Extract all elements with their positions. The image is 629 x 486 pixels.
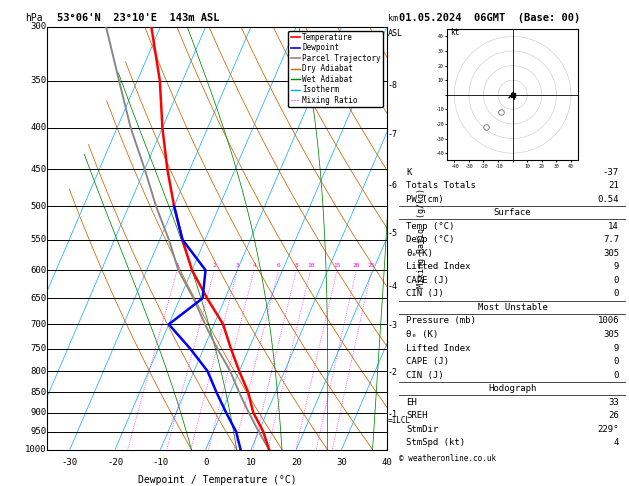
Text: 10: 10 — [307, 263, 314, 268]
Text: -10: -10 — [152, 458, 169, 467]
Text: K: K — [406, 168, 411, 176]
Text: 01.05.2024  06GMT  (Base: 00): 01.05.2024 06GMT (Base: 00) — [399, 13, 581, 23]
Text: 750: 750 — [31, 344, 47, 353]
Legend: Temperature, Dewpoint, Parcel Trajectory, Dry Adiabat, Wet Adiabat, Isotherm, Mi: Temperature, Dewpoint, Parcel Trajectory… — [288, 31, 383, 107]
Text: Mixing Ratio  (g/kg): Mixing Ratio (g/kg) — [417, 188, 426, 288]
Text: StmDir: StmDir — [406, 425, 438, 434]
Text: -4: -4 — [387, 282, 398, 291]
Text: Totals Totals: Totals Totals — [406, 181, 476, 190]
Text: 21: 21 — [608, 181, 619, 190]
Text: 14: 14 — [608, 222, 619, 231]
Text: -6: -6 — [387, 181, 398, 191]
Text: 33: 33 — [608, 398, 619, 407]
Text: Temp (°C): Temp (°C) — [406, 222, 455, 231]
Text: 305: 305 — [603, 249, 619, 258]
Text: EH: EH — [406, 398, 417, 407]
Text: 300: 300 — [31, 22, 47, 31]
Text: 4: 4 — [614, 438, 619, 447]
Text: 400: 400 — [31, 123, 47, 132]
Text: CAPE (J): CAPE (J) — [406, 276, 449, 285]
Text: 900: 900 — [31, 408, 47, 417]
Text: 25: 25 — [368, 263, 376, 268]
Text: -3: -3 — [387, 321, 398, 330]
Text: -37: -37 — [603, 168, 619, 176]
Text: θₑ (K): θₑ (K) — [406, 330, 438, 339]
Text: 9: 9 — [614, 344, 619, 352]
Text: 8: 8 — [294, 263, 298, 268]
Text: Most Unstable: Most Unstable — [477, 303, 548, 312]
Text: 600: 600 — [31, 266, 47, 275]
Text: Hodograph: Hodograph — [489, 384, 537, 393]
Text: 20: 20 — [353, 263, 360, 268]
Text: 15: 15 — [333, 263, 341, 268]
Text: -1: -1 — [387, 410, 398, 418]
Text: 950: 950 — [31, 427, 47, 436]
Text: kt: kt — [450, 28, 459, 37]
Text: CAPE (J): CAPE (J) — [406, 357, 449, 366]
Text: Dewpoint / Temperature (°C): Dewpoint / Temperature (°C) — [138, 475, 296, 485]
Text: 850: 850 — [31, 388, 47, 397]
Text: © weatheronline.co.uk: © weatheronline.co.uk — [399, 454, 496, 464]
Text: 20: 20 — [291, 458, 302, 467]
Text: 1: 1 — [175, 263, 179, 268]
Text: 1000: 1000 — [25, 445, 47, 454]
Text: 2: 2 — [213, 263, 216, 268]
Text: 4: 4 — [252, 263, 256, 268]
Text: 305: 305 — [603, 330, 619, 339]
Text: 30: 30 — [336, 458, 347, 467]
Text: 450: 450 — [31, 165, 47, 174]
Text: Dewp (°C): Dewp (°C) — [406, 235, 455, 244]
Text: PW (cm): PW (cm) — [406, 194, 444, 204]
Text: 350: 350 — [31, 76, 47, 86]
Text: 800: 800 — [31, 366, 47, 376]
Text: 10: 10 — [245, 458, 257, 467]
Text: hPa: hPa — [25, 13, 42, 22]
Text: 1006: 1006 — [598, 316, 619, 326]
Text: 550: 550 — [31, 235, 47, 244]
Text: -2: -2 — [387, 367, 398, 377]
Text: -20: -20 — [107, 458, 123, 467]
Text: -8: -8 — [387, 81, 398, 90]
Text: 650: 650 — [31, 294, 47, 303]
Text: Pressure (mb): Pressure (mb) — [406, 316, 476, 326]
Text: Lifted Index: Lifted Index — [406, 262, 470, 271]
Text: 3: 3 — [235, 263, 239, 268]
Text: 9: 9 — [614, 262, 619, 271]
Text: 500: 500 — [31, 202, 47, 210]
Text: 26: 26 — [608, 411, 619, 420]
Text: 229°: 229° — [598, 425, 619, 434]
Text: 0: 0 — [614, 276, 619, 285]
Text: 0: 0 — [614, 289, 619, 298]
Text: km: km — [388, 14, 398, 22]
Text: Surface: Surface — [494, 208, 532, 217]
Text: 7.7: 7.7 — [603, 235, 619, 244]
Text: CIN (J): CIN (J) — [406, 371, 444, 380]
Text: -7: -7 — [387, 130, 398, 139]
Text: 0: 0 — [203, 458, 208, 467]
Text: 40: 40 — [381, 458, 392, 467]
Text: 0: 0 — [614, 371, 619, 380]
Text: 0.54: 0.54 — [598, 194, 619, 204]
Text: 0: 0 — [614, 357, 619, 366]
Text: 700: 700 — [31, 320, 47, 329]
Text: Lifted Index: Lifted Index — [406, 344, 470, 352]
Text: θₑ(K): θₑ(K) — [406, 249, 433, 258]
Text: 6: 6 — [277, 263, 281, 268]
Text: StmSpd (kt): StmSpd (kt) — [406, 438, 465, 447]
Text: 53°06'N  23°10'E  143m ASL: 53°06'N 23°10'E 143m ASL — [57, 13, 219, 23]
Text: =1LCL: =1LCL — [387, 416, 411, 425]
Text: -5: -5 — [387, 228, 398, 238]
Text: -30: -30 — [62, 458, 78, 467]
Text: ASL: ASL — [388, 29, 403, 38]
Text: SREH: SREH — [406, 411, 428, 420]
Text: CIN (J): CIN (J) — [406, 289, 444, 298]
